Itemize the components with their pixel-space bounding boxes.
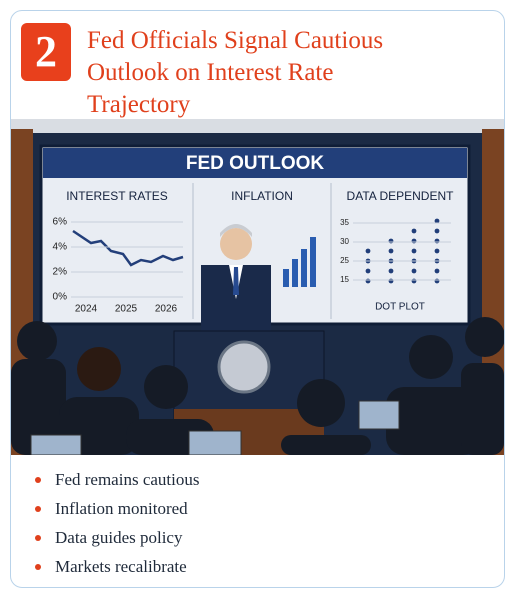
bullet-item: Data guides policy (33, 523, 199, 552)
attendee (461, 363, 504, 455)
bar-illustration (283, 269, 289, 287)
axis-label: 30 (340, 237, 349, 246)
dot (411, 268, 417, 274)
dot-plot (365, 218, 440, 284)
attendee (144, 365, 188, 409)
bullet-item: Inflation monitored (33, 494, 199, 523)
dot (411, 238, 417, 244)
inflation-bars (283, 237, 316, 287)
bullet-item: Markets recalibrate (33, 552, 199, 581)
dot (434, 248, 440, 254)
laptop (30, 434, 82, 455)
attendee (77, 347, 121, 391)
illustration: FED OUTLOOK INTEREST RATES IN (11, 119, 504, 455)
attendee (281, 435, 371, 455)
axis-label: 6% (53, 217, 68, 228)
bar-illustration (310, 237, 316, 287)
panel-title: INFLATION (231, 189, 293, 203)
axis-label: 35 (340, 218, 349, 227)
rate-line (72, 229, 184, 267)
bar-illustration (301, 249, 307, 287)
attendee (17, 321, 57, 361)
news-card: 2 Fed Officials Signal Cautious Outlook … (10, 10, 505, 588)
bar-illustration (292, 259, 298, 287)
laptop (358, 400, 400, 430)
dot (388, 268, 394, 274)
laptop (188, 430, 242, 455)
bullet-list: Fed remains cautious Inflation monitored D… (33, 465, 199, 581)
tie (233, 267, 239, 295)
axis-label: 2026 (155, 304, 178, 315)
panel-caption: DOT PLOT (375, 302, 425, 313)
dot (411, 278, 417, 284)
speaker-hair (220, 224, 252, 237)
dot (434, 218, 440, 224)
dot (411, 228, 417, 234)
attendee (386, 387, 481, 455)
audience (11, 317, 504, 455)
speaker-head (220, 228, 252, 260)
attendee (11, 359, 66, 455)
panel-title: DATA DEPENDENT (347, 189, 455, 203)
attendee (297, 379, 345, 427)
axis-label: 2025 (115, 304, 138, 315)
dot (388, 248, 394, 254)
attendee (465, 317, 504, 357)
dot (388, 238, 394, 244)
dot (365, 248, 371, 254)
dot (411, 248, 417, 254)
axis-label: 4% (53, 242, 68, 253)
axis-label: 2% (53, 267, 68, 278)
screen-header (43, 148, 467, 178)
axis-label: 0% (53, 292, 68, 303)
headline: Fed Officials Signal Cautious Outlook on… (87, 27, 384, 118)
podium-seal (217, 340, 271, 394)
dot (365, 268, 371, 274)
axis-label: 25 (340, 256, 349, 265)
dot (434, 238, 440, 244)
ceiling (11, 119, 504, 133)
dot (365, 278, 371, 284)
panel-title: INTEREST RATES (66, 189, 168, 203)
dot (434, 228, 440, 234)
number-badge: 2 (21, 23, 71, 81)
dot (434, 278, 440, 284)
screen-title: FED OUTLOOK (186, 153, 325, 174)
axis-label: 15 (340, 275, 349, 284)
dot (388, 278, 394, 284)
axis-label: 2024 (75, 304, 98, 315)
attendee (409, 335, 453, 379)
bullet-item: Fed remains cautious (33, 465, 199, 494)
dot (434, 268, 440, 274)
